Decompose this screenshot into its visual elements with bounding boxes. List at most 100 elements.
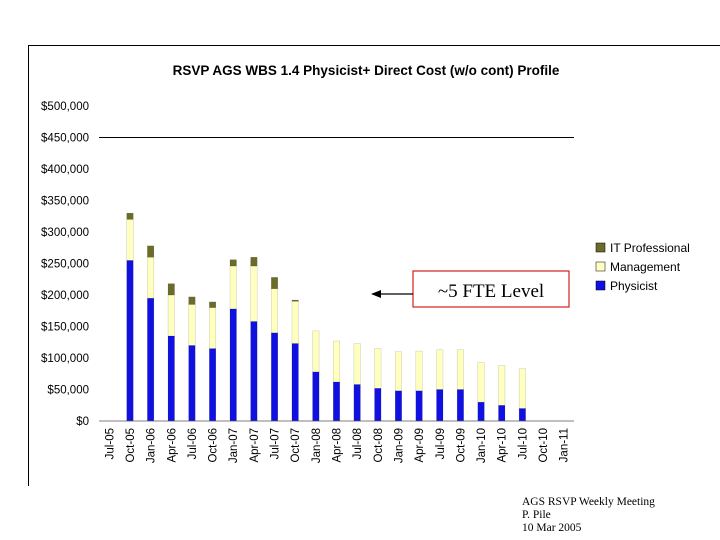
- x-tick-label: Oct-05: [125, 428, 137, 463]
- y-tick-label: $450,000: [41, 133, 89, 145]
- bar-it-professional: [167, 283, 175, 296]
- bar-physicist: [188, 345, 196, 422]
- legend-label-it-professional: IT Professional: [610, 241, 690, 255]
- x-tick-label: Oct-08: [373, 428, 385, 463]
- bar-physicist: [436, 389, 444, 422]
- bar-it-professional: [126, 212, 134, 220]
- bar-it-professional: [229, 259, 237, 267]
- x-tick-label: Oct-06: [208, 428, 220, 463]
- bar-management: [333, 340, 340, 383]
- bar-management: [436, 349, 444, 390]
- x-tick-label: Apr-09: [414, 428, 426, 463]
- bar-physicist: [167, 335, 175, 422]
- fte-annotation-text: ~5 FTE Level: [438, 281, 544, 302]
- footer: AGS RSVP Weekly Meeting P. Pile 10 Mar 2…: [522, 496, 655, 535]
- x-tick-label: Jan-09: [393, 428, 405, 463]
- bar-physicist: [498, 405, 506, 422]
- x-tick-label: Oct-09: [455, 428, 467, 463]
- x-tick-label: Apr-07: [249, 428, 261, 463]
- x-tick-label: Jan-10: [476, 428, 488, 463]
- bar-management: [518, 368, 526, 409]
- bar-it-professional: [271, 277, 278, 289]
- x-tick-label: Jul-10: [517, 428, 529, 459]
- bar-physicist: [229, 308, 237, 422]
- x-tick-label: Jul-08: [352, 428, 364, 459]
- footer-author: P. Pile: [522, 509, 551, 521]
- chart-frame: RSVP AGS WBS 1.4 Physicist+ Direct Cost …: [28, 45, 720, 486]
- x-tick-label: Apr-10: [497, 428, 509, 463]
- bar-management: [498, 365, 506, 406]
- bar-it-professional: [250, 256, 258, 267]
- bar-physicist: [374, 388, 382, 422]
- y-tick-label: $100,000: [41, 353, 89, 365]
- axes: $0 $50,000 $100,000 $150,000 $200,000 $250,00…: [41, 101, 574, 463]
- bar-physicist: [126, 260, 134, 422]
- y-tick-label: $250,000: [41, 259, 89, 271]
- y-tick-label: $400,000: [41, 164, 89, 176]
- footer-meeting: AGS RSVP Weekly Meeting: [522, 496, 655, 508]
- x-tick-label: Jul-05: [104, 428, 116, 459]
- legend-label-physicist: Physicist: [610, 279, 658, 293]
- bar-physicist: [353, 384, 361, 422]
- bar-management: [188, 304, 196, 346]
- bar-management: [209, 307, 217, 349]
- bar-management: [312, 330, 320, 373]
- x-tick-label: Apr-06: [166, 428, 178, 463]
- bar-management: [374, 348, 382, 389]
- chart-title: RSVP AGS WBS 1.4 Physicist+ Direct Cost …: [173, 63, 560, 78]
- bar-physicist: [415, 390, 423, 422]
- bar-management: [126, 219, 134, 261]
- bar-management: [250, 265, 258, 322]
- bar-physicist: [250, 321, 258, 422]
- x-tick-label: Oct-07: [290, 428, 302, 463]
- bar-management: [271, 288, 278, 333]
- bar-physicist: [271, 332, 278, 422]
- x-tick-label: Jul-09: [435, 428, 447, 459]
- bar-physicist: [147, 297, 155, 422]
- legend-swatch-it-professional: [595, 242, 606, 253]
- bar-it-professional: [291, 299, 299, 302]
- bar-it-professional: [188, 296, 196, 305]
- plot-area: [126, 212, 526, 422]
- legend-label-management: Management: [610, 260, 681, 274]
- fte-annotation: ~5 FTE Level: [371, 270, 570, 308]
- y-tick-label: $150,000: [41, 322, 89, 334]
- bar-management: [395, 351, 402, 391]
- bar-management: [167, 294, 175, 337]
- x-tick-label: Oct-10: [538, 428, 550, 463]
- x-tick-label: Jan-11: [559, 428, 571, 462]
- x-tick-label: Jan-07: [228, 428, 240, 463]
- y-tick-label: $0: [76, 416, 89, 428]
- x-tick-label: Jul-07: [270, 428, 282, 459]
- y-tick-label: $50,000: [47, 385, 89, 397]
- legend: IT Professional Management Physicist: [595, 241, 690, 293]
- bar-management: [229, 265, 237, 310]
- bar-physicist: [333, 381, 340, 422]
- bar-management: [456, 349, 464, 390]
- x-tick-label: Apr-08: [332, 428, 344, 463]
- legend-swatch-management: [595, 261, 606, 272]
- bar-it-professional: [209, 301, 217, 308]
- fte-annotation-box: [412, 270, 570, 308]
- bar-management: [477, 362, 485, 403]
- x-tick-label: Jan-06: [146, 428, 158, 463]
- bar-management: [291, 301, 299, 344]
- x-tick-label: Jul-06: [187, 428, 199, 459]
- bar-physicist: [395, 390, 402, 422]
- footer-date: 10 Mar 2005: [522, 522, 582, 534]
- bar-physicist: [477, 401, 485, 422]
- y-tick-label: $350,000: [41, 196, 89, 208]
- bar-physicist: [456, 389, 464, 422]
- bar-physicist: [312, 371, 320, 422]
- chart: RSVP AGS WBS 1.4 Physicist+ Direct Cost …: [41, 63, 690, 463]
- bar-physicist: [209, 348, 217, 422]
- bar-physicist: [518, 408, 526, 422]
- bar-management: [147, 256, 155, 299]
- y-tick-label: $200,000: [41, 290, 89, 302]
- y-tick-label: $500,000: [41, 101, 89, 113]
- fte-annotation-arrowhead: [371, 290, 381, 298]
- bar-management: [353, 343, 361, 385]
- x-tick-label: Jan-08: [311, 428, 323, 463]
- bar-management: [415, 350, 423, 391]
- bar-it-professional: [147, 245, 155, 258]
